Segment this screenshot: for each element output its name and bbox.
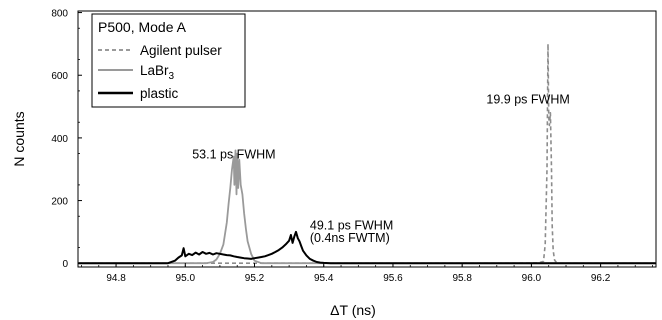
y-axis-label: N counts [11, 111, 27, 166]
x-tick-label: 95.2 [245, 273, 265, 284]
legend-label-plastic: plastic [140, 86, 179, 101]
series-layer [78, 43, 656, 265]
y-tick-label: 600 [51, 71, 68, 82]
x-tick-label: 94.8 [106, 273, 126, 284]
annotation-53-1-ps-fwhm: 53.1 ps FWHM [192, 147, 275, 161]
tick-layer: 94.8 95.0 95.2 95.4 95.6 95.8 96.0 96.2 0 200 400 6… [51, 9, 653, 284]
legend-label-labr3: LaBr3 [140, 63, 175, 82]
y-tick-label: 400 [51, 134, 68, 145]
legend-label-agilent-pulser: Agilent pulser [140, 43, 222, 58]
legend-label-labr3-main: LaBr [140, 63, 169, 78]
y-tick-label: 0 [62, 259, 68, 270]
annotation-layer: 19.9 ps FWHM 53.1 ps FWHM 49.1 ps FWHM(0.4… [192, 92, 570, 245]
y-tick-label: 200 [51, 197, 68, 208]
x-tick-label: 96.0 [522, 273, 542, 284]
x-tick-label: 95.6 [383, 273, 403, 284]
series-line-agilent-pulser [78, 43, 656, 265]
annotation-19-9-ps-fwhm: 19.9 ps FWHM [486, 92, 569, 106]
annotation-0-4ns-fwtm: (0.4ns FWTM) [310, 231, 390, 245]
series-line-labr3 [78, 149, 656, 265]
x-tick-label: 95.0 [176, 273, 196, 284]
x-tick-label: 95.4 [314, 273, 334, 284]
legend: P500, Mode A Agilent pulser LaBr3 plasti… [91, 13, 246, 108]
legend-title: P500, Mode A [98, 19, 187, 35]
legend-label-labr3-subscript: 3 [169, 71, 175, 82]
annotation-49-1-ps-fwhm: 49.1 ps FWHM [310, 218, 393, 232]
y-tick-label: 800 [51, 9, 68, 20]
series-line-plastic [78, 230, 656, 265]
legend-box [91, 13, 246, 108]
x-axis-label: ΔT (ns) [330, 302, 376, 318]
x-tick-label: 96.2 [591, 273, 611, 284]
x-tick-label: 95.8 [452, 273, 472, 284]
